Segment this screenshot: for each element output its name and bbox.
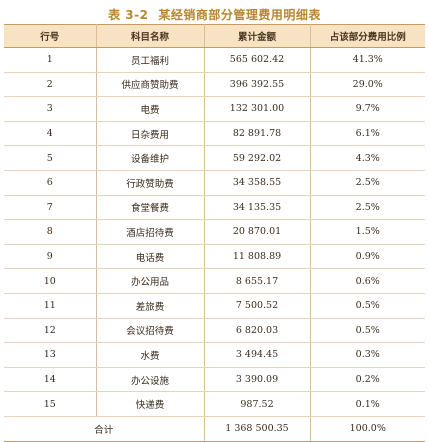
amount-cell: 8 655.17 bbox=[203, 268, 311, 294]
ratio-cell: 2.5% bbox=[309, 170, 425, 196]
account-name-cell: 水费 bbox=[95, 342, 205, 368]
ratio-cell: 29.0% bbox=[309, 72, 425, 98]
row-number-cell: 14 bbox=[4, 367, 97, 393]
table-row: 9 电话费 11 808.89 0.9% bbox=[4, 244, 425, 270]
account-name-cell: 快递费 bbox=[95, 391, 205, 417]
table-header: 行号 科目名称 累计金额 占该部分费用比例 bbox=[4, 24, 425, 48]
table-caption: 表 3-2 某经销商部分管理费用明细表 bbox=[0, 6, 429, 23]
amount-cell: 34 135.35 bbox=[203, 195, 311, 221]
ratio-cell: 0.5% bbox=[309, 293, 425, 319]
header-row-number: 行号 bbox=[4, 24, 97, 48]
table-row: 5 设备维护 59 292.02 4.3% bbox=[4, 145, 425, 171]
row-number-cell: 8 bbox=[4, 219, 97, 245]
row-number-cell: 2 bbox=[4, 72, 97, 98]
table-row: 15 快递费 987.52 0.1% bbox=[4, 391, 425, 417]
ratio-cell: 0.2% bbox=[309, 367, 425, 393]
amount-cell: 82 891.78 bbox=[203, 121, 311, 147]
table-row: 7 食堂餐费 34 135.35 2.5% bbox=[4, 195, 425, 221]
row-number-cell: 10 bbox=[4, 268, 97, 294]
amount-cell: 3 494.45 bbox=[203, 342, 311, 368]
table-title: 某经销商部分管理费用明细表 bbox=[158, 8, 321, 22]
header-row: 行号 科目名称 累计金额 占该部分费用比例 bbox=[4, 24, 425, 48]
ratio-cell: 9.7% bbox=[309, 96, 425, 122]
table-row: 8 酒店招待费 20 870.01 1.5% bbox=[4, 219, 425, 245]
amount-cell: 565 602.42 bbox=[203, 47, 311, 73]
ratio-cell: 2.5% bbox=[309, 195, 425, 221]
account-name-cell: 设备维护 bbox=[95, 145, 205, 171]
account-name-cell: 酒店招待费 bbox=[95, 219, 205, 245]
account-name-cell: 会议招待费 bbox=[95, 318, 205, 344]
ratio-cell: 6.1% bbox=[309, 121, 425, 147]
table-row: 2 供应商赞助费 396 392.55 29.0% bbox=[4, 72, 425, 98]
ratio-cell: 0.3% bbox=[309, 342, 425, 368]
ratio-cell: 4.3% bbox=[309, 145, 425, 171]
table-row: 13 水费 3 494.45 0.3% bbox=[4, 342, 425, 368]
table-number: 表 3-2 bbox=[108, 8, 149, 22]
account-name-cell: 员工福利 bbox=[95, 47, 205, 73]
row-number-cell: 13 bbox=[4, 342, 97, 368]
total-label: 合计 bbox=[4, 416, 205, 442]
amount-cell: 59 292.02 bbox=[203, 145, 311, 171]
table-row: 3 电费 132 301.00 9.7% bbox=[4, 96, 425, 122]
ratio-cell: 0.1% bbox=[309, 391, 425, 417]
ratio-cell: 0.6% bbox=[309, 268, 425, 294]
account-name-cell: 日杂费用 bbox=[95, 121, 205, 147]
header-ratio: 占该部分费用比例 bbox=[309, 24, 425, 48]
row-number-cell: 1 bbox=[4, 47, 97, 73]
table-row: 6 行政赞助费 34 358.55 2.5% bbox=[4, 170, 425, 196]
header-cumulative-amount: 累计金额 bbox=[203, 24, 311, 48]
account-name-cell: 电费 bbox=[95, 96, 205, 122]
account-name-cell: 电话费 bbox=[95, 244, 205, 270]
table-body: 1 员工福利 565 602.42 41.3% 2 供应商赞助费 396 392.55 29.… bbox=[4, 47, 425, 442]
row-number-cell: 3 bbox=[4, 96, 97, 122]
row-number-cell: 6 bbox=[4, 170, 97, 196]
account-name-cell: 行政赞助费 bbox=[95, 170, 205, 196]
amount-cell: 6 820.03 bbox=[203, 318, 311, 344]
expense-table: 行号 科目名称 累计金额 占该部分费用比例 1 员工福利 565 602.42 41.… bbox=[4, 24, 425, 442]
amount-cell: 20 870.01 bbox=[203, 219, 311, 245]
account-name-cell: 办公用品 bbox=[95, 268, 205, 294]
row-number-cell: 15 bbox=[4, 391, 97, 417]
table-row: 1 员工福利 565 602.42 41.3% bbox=[4, 47, 425, 73]
ratio-cell: 0.5% bbox=[309, 318, 425, 344]
table-row: 14 办公设施 3 390.09 0.2% bbox=[4, 367, 425, 393]
row-number-cell: 4 bbox=[4, 121, 97, 147]
amount-cell: 34 358.55 bbox=[203, 170, 311, 196]
total-amount: 1 368 500.35 bbox=[203, 416, 311, 442]
amount-cell: 7 500.52 bbox=[203, 293, 311, 319]
total-row: 合计 1 368 500.35 100.0% bbox=[4, 416, 425, 442]
amount-cell: 11 808.89 bbox=[203, 244, 311, 270]
ratio-cell: 1.5% bbox=[309, 219, 425, 245]
amount-cell: 132 301.00 bbox=[203, 96, 311, 122]
row-number-cell: 11 bbox=[4, 293, 97, 319]
account-name-cell: 差旅费 bbox=[95, 293, 205, 319]
amount-cell: 987.52 bbox=[203, 391, 311, 417]
row-number-cell: 7 bbox=[4, 195, 97, 221]
ratio-cell: 0.9% bbox=[309, 244, 425, 270]
table-row: 11 差旅费 7 500.52 0.5% bbox=[4, 293, 425, 319]
amount-cell: 396 392.55 bbox=[203, 72, 311, 98]
ratio-cell: 41.3% bbox=[309, 47, 425, 73]
row-number-cell: 12 bbox=[4, 318, 97, 344]
account-name-cell: 食堂餐费 bbox=[95, 195, 205, 221]
row-number-cell: 9 bbox=[4, 244, 97, 270]
total-ratio: 100.0% bbox=[309, 416, 425, 442]
table-row: 10 办公用品 8 655.17 0.6% bbox=[4, 268, 425, 294]
amount-cell: 3 390.09 bbox=[203, 367, 311, 393]
table-row: 12 会议招待费 6 820.03 0.5% bbox=[4, 318, 425, 344]
header-account-name: 科目名称 bbox=[95, 24, 205, 48]
account-name-cell: 供应商赞助费 bbox=[95, 72, 205, 98]
row-number-cell: 5 bbox=[4, 145, 97, 171]
account-name-cell: 办公设施 bbox=[95, 367, 205, 393]
table-row: 4 日杂费用 82 891.78 6.1% bbox=[4, 121, 425, 147]
